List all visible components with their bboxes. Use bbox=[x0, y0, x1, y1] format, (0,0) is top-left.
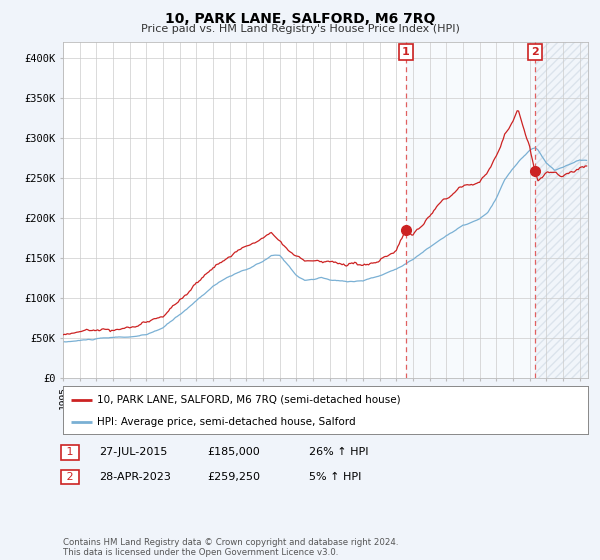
Text: £259,250: £259,250 bbox=[207, 472, 260, 482]
Text: 1: 1 bbox=[63, 447, 77, 458]
Text: 26% ↑ HPI: 26% ↑ HPI bbox=[309, 447, 368, 458]
Text: Price paid vs. HM Land Registry's House Price Index (HPI): Price paid vs. HM Land Registry's House … bbox=[140, 24, 460, 34]
Text: £185,000: £185,000 bbox=[207, 447, 260, 458]
Text: Contains HM Land Registry data © Crown copyright and database right 2024.
This d: Contains HM Land Registry data © Crown c… bbox=[63, 538, 398, 557]
Text: 28-APR-2023: 28-APR-2023 bbox=[99, 472, 171, 482]
Text: 27-JUL-2015: 27-JUL-2015 bbox=[99, 447, 167, 458]
Bar bbox=[535, 42, 588, 378]
Text: 2: 2 bbox=[531, 47, 539, 57]
Bar bbox=[535, 42, 588, 378]
Text: 1: 1 bbox=[402, 47, 410, 57]
Text: 10, PARK LANE, SALFORD, M6 7RQ: 10, PARK LANE, SALFORD, M6 7RQ bbox=[165, 12, 435, 26]
Text: 5% ↑ HPI: 5% ↑ HPI bbox=[309, 472, 361, 482]
Text: HPI: Average price, semi-detached house, Salford: HPI: Average price, semi-detached house,… bbox=[97, 417, 356, 427]
Text: 2: 2 bbox=[63, 472, 77, 482]
Bar bbox=[406, 42, 588, 378]
Bar bbox=[535, 42, 588, 378]
Text: 10, PARK LANE, SALFORD, M6 7RQ (semi-detached house): 10, PARK LANE, SALFORD, M6 7RQ (semi-det… bbox=[97, 395, 401, 405]
